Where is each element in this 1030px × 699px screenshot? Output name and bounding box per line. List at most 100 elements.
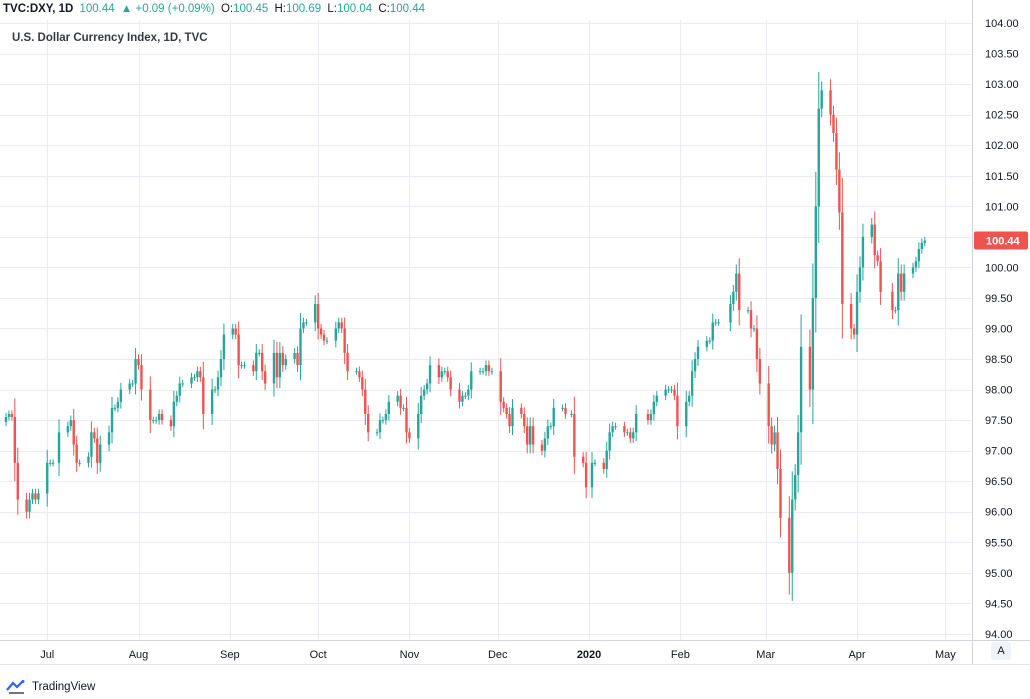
candle-up <box>31 493 34 500</box>
candle-up <box>687 395 691 402</box>
candle-down <box>316 304 320 329</box>
price-tick-label: 97.50 <box>985 415 1013 427</box>
candle-up <box>732 291 735 305</box>
candle-up <box>914 261 918 268</box>
candle-up <box>870 224 873 237</box>
price-tick-label: 103.00 <box>985 79 1019 91</box>
candle-down <box>487 365 491 372</box>
candle-down <box>346 352 349 372</box>
candle-up <box>37 493 40 500</box>
candle-up <box>814 206 818 298</box>
candle-down <box>832 114 835 134</box>
candle-up <box>48 462 52 464</box>
tradingview-branding[interactable]: TradingView <box>6 677 95 697</box>
candle-down <box>449 377 452 390</box>
candle-up <box>708 340 712 342</box>
candle-up <box>817 108 820 207</box>
candle-up <box>794 475 797 500</box>
candle-up <box>113 407 117 409</box>
candle-up <box>820 90 823 109</box>
candle-up <box>894 310 897 312</box>
candle-up <box>652 401 656 414</box>
candle-up <box>611 426 614 433</box>
candle-down <box>149 389 152 421</box>
candle-up <box>911 267 915 274</box>
candle-up <box>378 420 382 433</box>
candle-up <box>897 273 900 311</box>
candle-down <box>202 377 205 414</box>
candle-up <box>116 401 120 408</box>
candle-down <box>523 413 526 427</box>
price-tick-label: 103.50 <box>985 49 1019 61</box>
candle-up <box>440 371 444 378</box>
candle-up <box>210 389 214 414</box>
candle-down <box>508 413 511 427</box>
candle-down <box>676 395 679 427</box>
candle-up <box>632 432 635 439</box>
price-tick-label: 95.50 <box>985 537 1013 549</box>
candle-down <box>873 224 876 256</box>
candle-up <box>152 420 155 422</box>
candle-up <box>219 359 223 378</box>
candle-up <box>511 407 514 427</box>
time-tick-label: Oct <box>310 649 327 661</box>
candle-up <box>258 352 261 354</box>
candle-down <box>573 413 576 457</box>
candle-down <box>876 255 879 262</box>
high-value: 100.69 <box>286 3 322 15</box>
time-tick-label: Aug <box>129 649 149 661</box>
candle-up <box>590 462 594 488</box>
price-change: +0.09 (+0.09%) <box>135 3 215 15</box>
chart-legend-header: TVC:DXY, 1D 100.44 ▲ +0.09 (+0.09%) O:10… <box>0 0 975 18</box>
tradingview-logo-icon <box>6 680 25 694</box>
candle-up <box>696 346 700 360</box>
price-tick-label: 99.00 <box>985 323 1013 335</box>
candle-down <box>767 383 770 427</box>
candle-up <box>561 407 564 409</box>
candle-down <box>499 371 502 402</box>
candle-down <box>879 261 882 292</box>
price-tick-label: 102.50 <box>985 110 1019 122</box>
candle-down <box>755 328 759 360</box>
price-tick-label: 96.00 <box>985 507 1013 519</box>
candle-up <box>714 322 717 324</box>
candle-up <box>422 389 426 396</box>
candle-down <box>564 407 567 414</box>
candle-up <box>490 371 494 373</box>
candle-up <box>154 420 158 422</box>
candle-down <box>841 212 844 305</box>
candle-up <box>222 334 226 360</box>
candle-down <box>263 371 267 384</box>
candle-up <box>243 365 246 367</box>
candle-up <box>920 242 924 250</box>
close-value: 100.44 <box>389 3 426 15</box>
candle-up <box>484 365 488 372</box>
candle-up <box>157 413 161 421</box>
price-tick-label: 95.00 <box>985 568 1013 580</box>
candle-up <box>605 450 608 469</box>
candle-down <box>169 420 173 427</box>
candle-up <box>593 462 597 464</box>
candle-up <box>425 383 429 390</box>
time-tick-label: Sep <box>220 649 240 661</box>
candle-down <box>93 432 96 439</box>
candle-up <box>626 432 629 434</box>
last-price-tag-label: 100.44 <box>986 236 1021 248</box>
price-tick-label: 100.00 <box>985 262 1019 274</box>
auto-scale-button[interactable]: A <box>991 642 1011 660</box>
candle-up <box>231 328 234 335</box>
time-tick-label: Dec <box>488 649 508 661</box>
candle-up <box>528 426 532 445</box>
candle-down <box>738 273 741 311</box>
candle-up <box>546 426 550 439</box>
candle-up <box>181 383 184 385</box>
candle-up <box>57 432 61 463</box>
candle-up <box>552 407 555 427</box>
candle-up <box>90 432 93 457</box>
candle-up <box>811 297 815 390</box>
candle-down <box>849 304 853 329</box>
candle-down <box>629 432 632 439</box>
candle-down <box>399 395 402 408</box>
candle-up <box>107 432 111 445</box>
